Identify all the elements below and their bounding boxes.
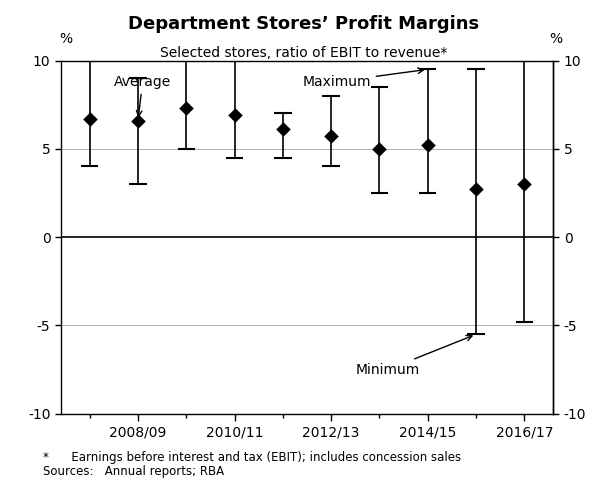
Point bbox=[423, 141, 433, 149]
Point bbox=[375, 145, 384, 153]
Text: %: % bbox=[549, 32, 562, 46]
Point bbox=[519, 180, 529, 188]
Point bbox=[181, 105, 191, 112]
Text: Average: Average bbox=[114, 75, 171, 116]
Text: %: % bbox=[59, 32, 72, 46]
Text: Sources:   Annual reports; RBA: Sources: Annual reports; RBA bbox=[43, 465, 224, 478]
Text: Minimum: Minimum bbox=[355, 335, 472, 377]
Text: Department Stores’ Profit Margins: Department Stores’ Profit Margins bbox=[128, 15, 480, 32]
Point bbox=[471, 185, 481, 193]
Point bbox=[230, 111, 240, 119]
Point bbox=[278, 125, 288, 133]
Point bbox=[133, 117, 143, 124]
Point bbox=[326, 133, 336, 140]
Point bbox=[85, 115, 95, 122]
Text: Selected stores, ratio of EBIT to revenue*: Selected stores, ratio of EBIT to revenu… bbox=[161, 46, 447, 60]
Text: Maximum: Maximum bbox=[302, 68, 423, 89]
Text: *      Earnings before interest and tax (EBIT); includes concession sales: * Earnings before interest and tax (EBIT… bbox=[43, 451, 461, 464]
